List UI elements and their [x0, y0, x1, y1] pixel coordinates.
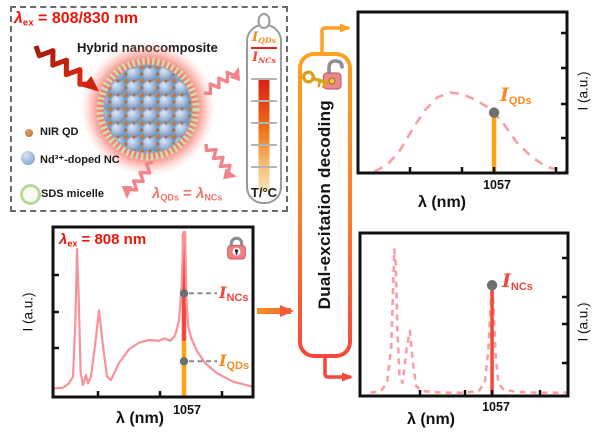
decoded-qds-arrow: [320, 23, 351, 54]
plot-ncs-decoded: INCs 1057 λ (nm) I (a.u.): [355, 228, 600, 432]
ncs-intensity-label: INCs: [502, 270, 533, 293]
temperature-axis-label: T/°C: [250, 185, 278, 200]
unlocked-with-key-icon: [301, 59, 344, 90]
ncs-plot-axes: [358, 231, 570, 398]
x-tick-1057: 1057: [173, 403, 201, 417]
sds-micelle-marker: [20, 184, 41, 205]
plot-locked-spectrum: λex = 808 nm INCs IQDs 1057 λ (nm) I (a.…: [18, 222, 268, 427]
x-tick-1057: 1057: [483, 178, 511, 192]
plot-frame: [356, 10, 569, 175]
wavelength-resonance-label: λQDs = λNCs: [152, 185, 223, 203]
qd-band-spectrum: [374, 91, 568, 173]
y-axis-label: I (a.u.): [20, 292, 36, 332]
nanoparticle-core: [103, 64, 193, 154]
thermometer-tick: [251, 144, 277, 146]
legend-sds-micelle: SDS micelle: [41, 188, 104, 200]
nc-line-spectrum: [370, 248, 568, 394]
decoded-ncs-arrow: [323, 356, 353, 382]
thermometer-tick: [251, 166, 277, 168]
ncs-intensity-label: INCs: [219, 283, 249, 304]
lambda-symbol: λ: [14, 10, 23, 27]
single-excitation-label: λex = 808 nm: [59, 231, 147, 249]
plot-qds-decoded: IQDs 1057 λ (nm) I (a.u.): [355, 5, 600, 217]
x-axis-label: λ (nm): [407, 411, 455, 428]
y-axis-label: I (a.u.): [575, 71, 591, 111]
thermometer-tick: [251, 78, 277, 80]
intensity-ratio-denominator: INCs: [252, 50, 276, 65]
intensity-ratio-numerator: IQDs: [251, 30, 277, 45]
x-axis-label: λ (nm): [116, 410, 164, 427]
qds-intensity-label: IQDs: [500, 84, 532, 107]
ratio-thermometer: IQDs INCs T/°C: [246, 13, 282, 204]
locked-plot-axes: [51, 225, 255, 399]
thermometer-loop: [257, 13, 271, 29]
sds-micelle-shell: [96, 57, 200, 161]
thermometer-tick: [251, 100, 277, 102]
locked-icon: [227, 236, 246, 260]
nd-doped-nc-marker: [21, 151, 35, 165]
ncs-intensity-point: [486, 279, 498, 291]
legend-nd-doped-nc: Nd³⁺-doped NC: [40, 154, 120, 166]
thermometer-tick: [251, 122, 277, 124]
x-tick-1057: 1057: [482, 400, 510, 414]
qds-plot-axes: [356, 10, 569, 175]
emission-spectrum-808nm: [52, 231, 254, 390]
y-axis-label: I (a.u.): [575, 302, 591, 342]
decoder-label: Dual-excitation decoding: [315, 100, 334, 310]
hybrid-nanocomposite-illustration: [80, 41, 216, 177]
qds-intensity-label: IQDs: [219, 351, 250, 372]
x-axis-label: λ (nm): [418, 194, 466, 211]
nir-qd-marker: [25, 129, 33, 137]
qds-intensity-point: [488, 107, 500, 118]
fraction-bar: [251, 47, 277, 49]
overview-panel: [10, 6, 288, 212]
decoder-banner: Dual-excitation decoding: [298, 52, 352, 358]
dual-excitation-wavelength-label: λex = 808/830 nm: [14, 10, 139, 29]
legend-nir-qd: NIR QD: [40, 126, 79, 138]
temperature-gradient-bar: [258, 80, 270, 192]
ncs-intensity-point: [179, 289, 189, 298]
qds-intensity-point: [179, 357, 189, 366]
